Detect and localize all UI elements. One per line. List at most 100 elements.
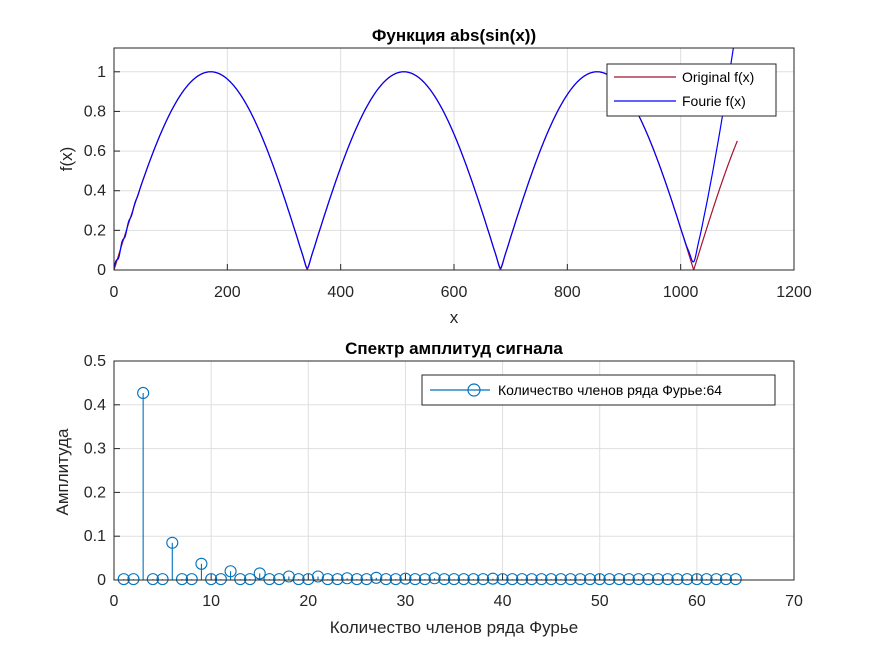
- stem-marker: [447, 573, 461, 586]
- stem-marker: [205, 573, 218, 586]
- x-tick-label: 800: [554, 284, 581, 301]
- stem-marker: [496, 573, 509, 586]
- y-tick-label: 0.8: [84, 103, 106, 120]
- stem-marker: [515, 573, 529, 586]
- chart-title: Спектр амплитуд сигнала: [345, 339, 563, 358]
- stem-marker: [438, 573, 451, 586]
- stem-marker: [195, 557, 208, 570]
- stem-marker: [350, 573, 363, 586]
- stem-marker: [457, 573, 470, 586]
- stem-marker: [428, 572, 441, 585]
- y-tick-label: 0.2: [84, 484, 106, 501]
- stem-marker: [166, 536, 179, 549]
- stem-marker: [506, 573, 519, 586]
- stem-marker: [574, 573, 587, 586]
- stem-marker: [671, 573, 684, 586]
- stem-marker: [292, 573, 305, 586]
- y-tick-label: 0.4: [84, 183, 106, 200]
- stem-marker: [564, 573, 577, 586]
- x-tick-label: 1000: [663, 284, 699, 301]
- stem-marker: [583, 573, 597, 586]
- stem-marks: [117, 386, 742, 586]
- x-tick-label: 20: [299, 593, 317, 610]
- y-tick-label: 0.3: [84, 441, 106, 458]
- stem-marker: [224, 565, 237, 578]
- legend: Количество членов ряда Фурье:64: [421, 374, 776, 406]
- legend: Original f(x) Fourie f(x): [606, 63, 777, 117]
- x-tick-label: 200: [214, 284, 241, 301]
- legend-marker: [467, 383, 481, 397]
- x-tick-label: 70: [785, 593, 803, 610]
- x-tick-label: 40: [494, 593, 512, 610]
- stem-marker: [409, 573, 422, 586]
- stem-marker: [321, 573, 334, 586]
- legend-entry: Количество членов ряда Фурье:64: [498, 382, 722, 398]
- y-tick-label: 0: [97, 572, 106, 589]
- stem-marker: [642, 573, 655, 586]
- stem-marker: [719, 573, 733, 586]
- y-axis-label: Амплитуда: [53, 428, 72, 515]
- stem-marker: [603, 573, 616, 586]
- stem-marker: [156, 573, 169, 586]
- x-tick-label: 0: [110, 593, 119, 610]
- x-tick-label: 600: [441, 284, 468, 301]
- stem-marker: [681, 573, 694, 586]
- stem-marker: [263, 573, 276, 586]
- y-tick-label: 0: [97, 262, 106, 279]
- tick-labels: 0 10 20 30 40 50 60 70 0 0.1 0.2 0.3 0.4 0.5: [84, 353, 803, 610]
- stem-marker: [613, 573, 626, 586]
- stem-marker: [486, 572, 499, 585]
- stem-marker: [146, 573, 159, 586]
- x-tick-label: 400: [327, 284, 354, 301]
- stem-marker: [389, 573, 402, 586]
- stem-marker: [418, 573, 431, 586]
- stem-marker: [127, 573, 140, 586]
- stem-marker: [117, 573, 130, 586]
- line-chart: 0 200 400 600 800 1000 1200 0 0.2 0.4 0.6 0.8 1 Функ…: [57, 26, 812, 327]
- stem-marker: [545, 573, 558, 586]
- stem-marker: [700, 573, 713, 586]
- stem-marker: [525, 573, 538, 586]
- y-axis-label: f(x): [57, 147, 76, 172]
- stem-chart: 0 10 20 30 40 50 60 70 0 0.1 0.2 0.3 0.4 0.5 Спектр а…: [53, 339, 803, 637]
- y-tick-label: 1: [97, 64, 106, 81]
- stem-marker: [690, 573, 703, 586]
- x-axis-label: x: [450, 308, 459, 327]
- stem-marker: [175, 573, 189, 586]
- stem-marker: [710, 573, 723, 586]
- x-tick-label: 10: [202, 593, 220, 610]
- x-tick-label: 50: [591, 593, 609, 610]
- stem-marker: [214, 573, 227, 586]
- stem-marker: [535, 573, 548, 586]
- y-tick-label: 0.4: [84, 397, 106, 414]
- y-tick-label: 0.6: [84, 143, 106, 160]
- stem-marker: [253, 567, 266, 580]
- stem-marker: [593, 573, 606, 586]
- x-tick-label: 0: [110, 284, 119, 301]
- legend-entry-fourier: Fourie f(x): [682, 93, 746, 109]
- stem-marker: [185, 573, 198, 586]
- x-axis-label: Количество членов ряда Фурье: [330, 618, 578, 637]
- x-tick-label: 30: [397, 593, 415, 610]
- chart-title: Функция abs(sin(x)): [372, 26, 536, 45]
- stem-marker: [632, 573, 645, 586]
- stem-marker: [379, 573, 393, 586]
- stem-marker: [360, 573, 373, 586]
- stem-marker: [467, 573, 480, 586]
- stem-marker: [477, 573, 490, 586]
- y-tick-label: 0.5: [84, 353, 106, 370]
- tick-labels: 0 200 400 600 800 1000 1200 0 0.2 0.4 0.6 0.8 1: [84, 64, 812, 301]
- legend-entry-original: Original f(x): [682, 69, 754, 85]
- y-tick-label: 0.2: [84, 222, 106, 239]
- y-tick-label: 0.1: [84, 528, 106, 545]
- stem-marker: [331, 573, 344, 586]
- stem-marker: [137, 386, 150, 400]
- stem-marker: [399, 572, 412, 585]
- stem-marker: [661, 573, 674, 586]
- axes-box: [113, 360, 795, 581]
- stem-marker: [370, 571, 383, 584]
- x-tick-label: 1200: [776, 284, 812, 301]
- stem-marker: [651, 573, 665, 586]
- stem-marker: [554, 573, 567, 586]
